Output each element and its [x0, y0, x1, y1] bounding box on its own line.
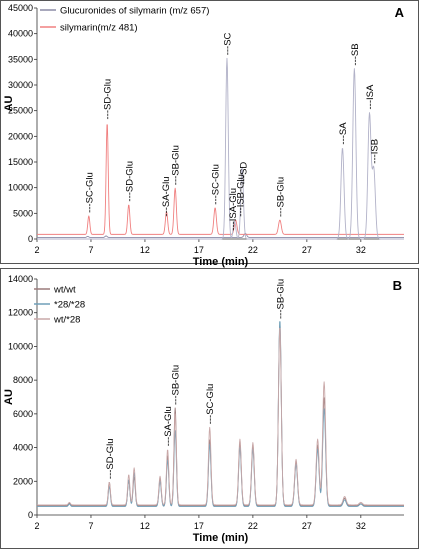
series-line-b-2 [36, 321, 405, 508]
legend-label: Glucuronides of silymarin (m/z 657) [60, 6, 209, 17]
y-tick-label: 10000 [8, 341, 33, 351]
x-tick-label: 7 [88, 521, 93, 531]
peak-annotation-label: ---ISB [369, 139, 380, 164]
y-axis-title: AU [3, 96, 15, 112]
peak-annotation-label: ---SD-Glu [105, 438, 116, 479]
x-tick-label: 12 [140, 245, 150, 255]
peak-annotation-label: ---SC-Glu [211, 164, 222, 205]
peak-annotation-label: ---ISB-Glu [235, 174, 246, 217]
y-tick-label: 20000 [8, 131, 33, 141]
y-tick-label: 12000 [8, 308, 33, 318]
y-tick-label: 8000 [13, 375, 33, 385]
x-tick-label: 17 [194, 521, 204, 531]
y-axis-title: AU [3, 389, 15, 405]
peak-annotation-label: ---SC-Glu [84, 172, 95, 213]
peak-annotation-label: ---SC-Glu [205, 384, 216, 425]
y-tick-label: 45000 [8, 3, 33, 13]
x-tick-label: 7 [88, 245, 93, 255]
peak-annotation-label: ---SA-Glu [161, 176, 172, 216]
y-tick-label: 14000 [8, 274, 33, 284]
x-axis-title: Time (min) [193, 532, 249, 544]
y-tick-label: 2000 [13, 476, 33, 486]
peak-annotation-label: ---SD [239, 162, 250, 185]
legend-label: *28/*28 [54, 300, 85, 311]
panel-letter: A [395, 5, 405, 20]
y-tick-label: 35000 [8, 54, 33, 64]
panel-b-frame [0, 268, 419, 549]
x-axis-title: Time (min) [193, 256, 249, 268]
peak-annotation-label: ---SA [338, 122, 349, 145]
x-tick-label: 27 [302, 245, 312, 255]
x-tick-label: 17 [194, 245, 204, 255]
panel-a-frame [0, 0, 419, 264]
y-tick-label: 5000 [13, 208, 33, 218]
x-tick-label: 32 [356, 245, 366, 255]
peak-annotation-label: ---ISA-Glu [228, 188, 239, 231]
x-tick-label: 12 [140, 521, 150, 531]
y-tick-label: 25000 [8, 106, 33, 116]
peak-annotation-label: ---SD-Glu [124, 161, 135, 202]
y-tick-label: 10000 [8, 183, 33, 193]
y-tick-label: 0 [28, 234, 33, 244]
peak-annotation-label: ---SB-Glu [171, 145, 182, 185]
x-tick-label: 22 [248, 521, 258, 531]
legend-label: wt/wt [53, 285, 76, 296]
peak-annotation-label: ---SB [350, 43, 361, 65]
y-tick-label: 40000 [8, 29, 33, 39]
y-tick-label: 4000 [13, 443, 33, 453]
y-tick-label: 15000 [8, 157, 33, 167]
series-line-b-3 [36, 327, 405, 506]
series-line-a-2 [36, 124, 405, 235]
peak-annotation-label: ---SC [223, 32, 234, 55]
y-tick-label: 30000 [8, 80, 33, 90]
panel-a-chart: 0 5000 10000 15000 20000 25000 30000 35000 40000… [3, 3, 405, 268]
series-line-a-3 [36, 57, 405, 240]
y-tick-label: 6000 [13, 409, 33, 419]
y-tick-label: 0 [28, 510, 33, 520]
peak-annotation-label: ---SB-Glu [275, 177, 286, 217]
peak-annotation-label: ---SB-Glu [275, 279, 286, 319]
legend-label: wt/*28 [53, 315, 80, 326]
series-line-b-1 [36, 325, 405, 507]
x-tick-label: 2 [34, 245, 39, 255]
x-tick-label: 32 [356, 521, 366, 531]
legend-label: silymarin(m/z 481) [60, 23, 138, 34]
x-tick-label: 2 [34, 521, 39, 531]
peak-annotation-label: ---ISA [365, 84, 376, 109]
peak-annotation-label: ---SA-Glu [163, 406, 174, 446]
peak-annotation-label: ---SB-Glu [171, 365, 182, 405]
peak-annotation-label: ---SD-Glu [103, 79, 114, 120]
x-tick-label: 22 [248, 245, 258, 255]
x-tick-label: 27 [302, 521, 312, 531]
panel-letter: B [393, 278, 402, 293]
series-line-a-1 [36, 232, 405, 238]
